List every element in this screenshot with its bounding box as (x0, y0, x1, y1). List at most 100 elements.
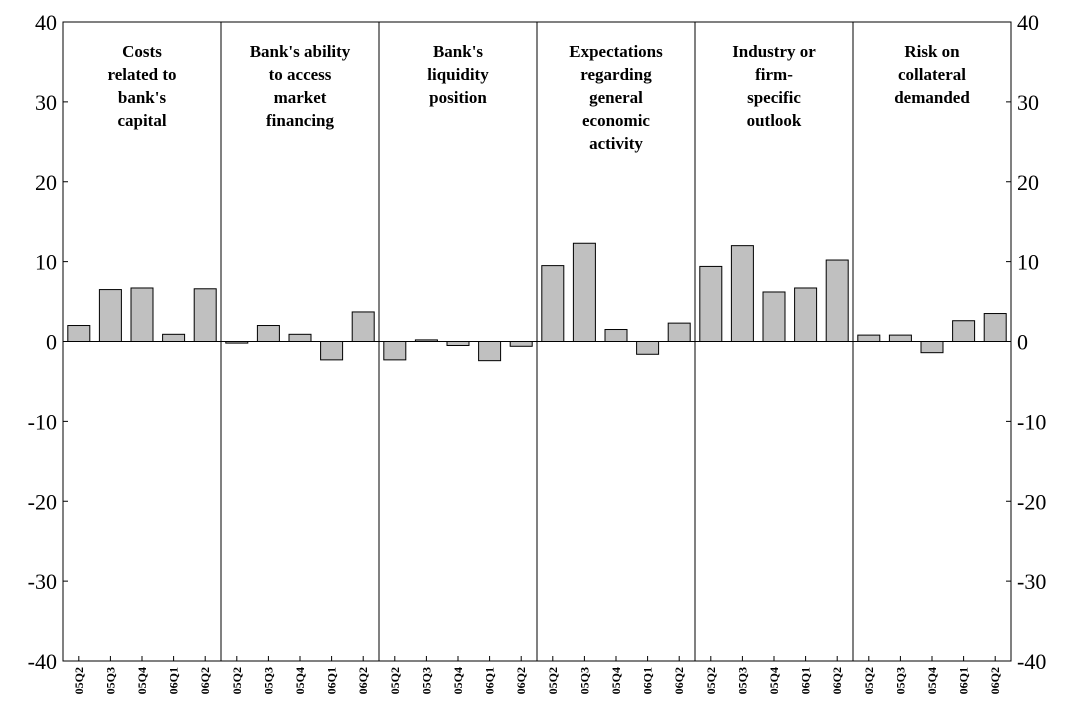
x-tick-label: 06Q1 (957, 667, 971, 694)
right-tick-label: 0 (1017, 330, 1028, 355)
panel-title-line: financing (266, 111, 335, 130)
bar (130, 287, 154, 343)
panel-title-line: to access (269, 65, 332, 84)
x-tick-label: 06Q1 (483, 667, 497, 694)
left-tick-label: -20 (28, 489, 57, 514)
panel-title-line: capital (117, 111, 166, 130)
x-tick-label: 06Q1 (325, 667, 339, 694)
panel-title-line: liquidity (427, 65, 489, 84)
right-y-axis: -40 -30 -20 -10 0 10 20 30 40 (1006, 10, 1046, 674)
panel-title-line: collateral (898, 65, 966, 84)
left-y-axis: -40 -30 -20 -10 0 10 20 30 40 (28, 10, 68, 674)
left-tick-label: 10 (35, 250, 57, 275)
panel-title-line: specific (747, 88, 801, 107)
bar (446, 341, 470, 346)
bar (857, 334, 881, 342)
x-tick-label: 06Q2 (356, 667, 370, 694)
bar (920, 341, 944, 354)
panel-title-line: outlook (747, 111, 802, 130)
panel-title-line: activity (589, 134, 643, 153)
x-tick-label: 05Q4 (293, 667, 307, 694)
panel-title-line: related to (107, 65, 176, 84)
bar (794, 287, 818, 343)
x-tick-label: 06Q2 (988, 667, 1002, 694)
left-tick-label: -40 (28, 649, 57, 674)
bar (383, 341, 407, 361)
bar (414, 339, 438, 342)
x-tick-label: 06Q1 (167, 667, 181, 694)
x-tick-label: 05Q4 (925, 667, 939, 694)
right-tick-label: 20 (1017, 170, 1039, 195)
bar (256, 325, 280, 342)
x-tick-label: 05Q4 (451, 667, 465, 694)
x-tick-label: 05Q3 (735, 667, 749, 694)
x-tick-label: 05Q2 (230, 667, 244, 694)
x-tick-label: 05Q3 (419, 667, 433, 694)
bar (509, 341, 533, 347)
bar (193, 288, 217, 342)
bar (572, 242, 596, 342)
x-tick-label: 06Q2 (830, 667, 844, 694)
panel-title-line: Bank's (433, 42, 483, 61)
bar (636, 341, 660, 355)
panel-title-line: Risk on (904, 42, 960, 61)
panel-title-line: regarding (580, 65, 652, 84)
panel-title-line: market (274, 88, 327, 107)
left-tick-label: 30 (35, 90, 57, 115)
bar (478, 341, 502, 362)
panel-titles: Costs related to bank's capital Bank's abili… (107, 42, 970, 153)
x-tick-label: 05Q2 (388, 667, 402, 694)
x-tick-label: 05Q2 (862, 667, 876, 694)
right-tick-label: -40 (1017, 649, 1046, 674)
x-tick-label: 05Q2 (72, 667, 86, 694)
bar (888, 334, 912, 342)
left-tick-label: -30 (28, 569, 57, 594)
right-tick-label: -20 (1017, 489, 1046, 514)
x-tick-label: 05Q3 (577, 667, 591, 694)
x-tick-label: 06Q2 (198, 667, 212, 694)
bar (541, 265, 565, 342)
panel-title-line: Bank's ability (250, 42, 351, 61)
panel-title-line: demanded (894, 88, 970, 107)
x-tick-label: 05Q3 (103, 667, 117, 694)
panel-title-line: firm- (755, 65, 793, 84)
bar (699, 265, 723, 343)
x-tick-label: 06Q2 (514, 667, 528, 694)
bars (67, 242, 1007, 362)
bar (983, 313, 1007, 343)
x-tick-label: 05Q4 (767, 667, 781, 694)
bar (825, 259, 849, 342)
bar (162, 333, 186, 342)
x-tick-label: 05Q4 (135, 667, 149, 694)
bar (604, 329, 628, 342)
panel-dividers (220, 22, 854, 661)
panel-title-line: position (429, 88, 487, 107)
x-axis-labels: 05Q2 05Q3 05Q4 06Q1 06Q2 05Q2 05Q3 05Q4 06Q1 06Q2… (72, 656, 1002, 694)
left-tick-label: 0 (46, 330, 57, 355)
right-tick-label: 40 (1017, 10, 1039, 35)
panel-title-line: economic (582, 111, 650, 130)
right-tick-label: 30 (1017, 90, 1039, 115)
left-tick-label: -10 (28, 409, 57, 434)
bar (98, 289, 122, 342)
bar (762, 291, 786, 343)
x-tick-label: 06Q2 (672, 667, 686, 694)
bar (351, 311, 375, 343)
bar (952, 320, 976, 343)
left-tick-label: 20 (35, 170, 57, 195)
panel-title-line: bank's (118, 88, 167, 107)
x-tick-label: 05Q3 (893, 667, 907, 694)
x-tick-label: 05Q2 (704, 667, 718, 694)
panel-title-line: Expectations (569, 42, 663, 61)
panel-title-line: general (589, 88, 643, 107)
bar (225, 341, 249, 344)
bar (320, 341, 344, 361)
left-tick-label: 40 (35, 10, 57, 35)
right-tick-label: 10 (1017, 250, 1039, 275)
bar (667, 322, 691, 343)
x-tick-label: 05Q4 (609, 667, 623, 694)
x-tick-label: 06Q1 (641, 667, 655, 694)
x-tick-label: 05Q3 (261, 667, 275, 694)
bar (288, 333, 312, 342)
